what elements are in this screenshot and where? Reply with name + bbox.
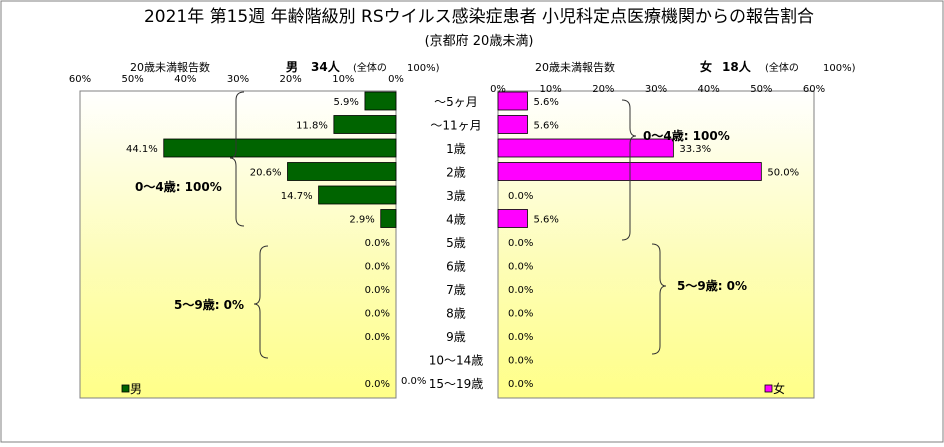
female-annotation-5-9: 5～9歳: 0% bbox=[677, 278, 747, 293]
male-value-label: 11.8% bbox=[296, 121, 328, 132]
age-group-label: 5歳 bbox=[446, 236, 466, 250]
male-legend-swatch bbox=[121, 384, 130, 393]
male-value-label: 5.9% bbox=[334, 97, 359, 108]
male-bar bbox=[318, 185, 397, 205]
age-group-label: 2歳 bbox=[446, 166, 466, 180]
female-value-label: 0.0% bbox=[508, 309, 533, 320]
female-bar bbox=[497, 91, 528, 111]
brace-group bbox=[229, 91, 667, 359]
female-value-label: 0.0% bbox=[508, 191, 533, 202]
male-bar bbox=[380, 209, 397, 228]
male-value-label: 20.6% bbox=[250, 168, 282, 179]
male-value-label: 0.0% bbox=[365, 262, 390, 273]
female-value-label: 0.0% bbox=[508, 332, 533, 343]
female-value-labels: 5.6% 5.6% 33.3% 50.0% 0.0% 5.6% 0.0% 0.0% 0.0% 0.… bbox=[508, 97, 799, 390]
age-group-label: ～5ヶ月 bbox=[434, 95, 478, 109]
male-value-label: 0.0% bbox=[365, 309, 390, 320]
female-value-label: 0.0% bbox=[508, 379, 533, 390]
male-value-label: 0.0% bbox=[365, 332, 390, 343]
age-group-label: 4歳 bbox=[446, 213, 466, 227]
age-group-label: 9歳 bbox=[446, 330, 466, 344]
male-bars bbox=[163, 91, 397, 228]
female-value-label: 5.6% bbox=[533, 121, 558, 132]
male-axis-ticks: 60% 50% 40% 30% 20% 10% 0% bbox=[69, 74, 404, 85]
age-category-labels: ～5ヶ月 ～11ヶ月 1歳 2歳 3歳 4歳 5歳 6歳 7歳 8歳 9歳 10～14歳 15～19歳 bbox=[429, 95, 484, 391]
male-value-labels: 5.9% 11.8% 44.1% 20.6% 14.7% 2.9% 0.0% 0.0% 0.0%… bbox=[126, 97, 426, 390]
female-tick-label: 30% bbox=[645, 84, 667, 95]
male-value-label: 0.0% bbox=[401, 376, 426, 387]
female-value-label: 50.0% bbox=[767, 168, 799, 179]
male-header-count: 34人 bbox=[311, 59, 341, 74]
female-header-label: 20歳未満報告数 bbox=[535, 61, 615, 74]
male-brace-5-9 bbox=[253, 245, 269, 359]
female-tick-label: 60% bbox=[803, 84, 825, 95]
female-value-label: 0.0% bbox=[508, 238, 533, 249]
male-tick-label: 30% bbox=[227, 74, 249, 85]
female-value-label: 0.0% bbox=[508, 262, 533, 273]
female-tick-label: 10% bbox=[540, 84, 562, 95]
male-tick-label: 40% bbox=[174, 74, 196, 85]
male-brace-0-4 bbox=[229, 91, 245, 227]
male-value-label: 0.0% bbox=[365, 238, 390, 249]
female-bar bbox=[497, 209, 528, 228]
female-tick-label: 0% bbox=[490, 84, 506, 95]
male-annotation-0-4: 0～4歳: 100% bbox=[135, 179, 222, 194]
male-header-total: (全体の bbox=[353, 61, 387, 74]
chart-title: 2021年 第15週 年齢階級別 RSウイルス感染症患者 小児科定点医療機関から… bbox=[144, 7, 814, 27]
male-tick-label: 0% bbox=[388, 74, 404, 85]
female-tick-label: 50% bbox=[750, 84, 772, 95]
male-annotation-5-9: 5～9歳: 0% bbox=[174, 297, 244, 312]
age-group-label: 15～19歳 bbox=[429, 377, 484, 391]
female-value-label: 0.0% bbox=[508, 285, 533, 296]
chart-subtitle: (京都府 20歳未満) bbox=[425, 34, 534, 49]
male-tick-label: 20% bbox=[280, 74, 302, 85]
female-value-label: 5.6% bbox=[533, 215, 558, 226]
male-value-label: 14.7% bbox=[281, 191, 313, 202]
male-plot-area bbox=[79, 90, 397, 399]
age-group-label: 7歳 bbox=[446, 283, 466, 297]
male-value-label: 2.9% bbox=[349, 215, 374, 226]
male-tick-label: 60% bbox=[69, 74, 91, 85]
age-group-label: 3歳 bbox=[446, 189, 466, 203]
male-tick-label: 10% bbox=[332, 74, 354, 85]
male-header-label: 20歳未満報告数 bbox=[130, 61, 210, 74]
age-group-label: ～11ヶ月 bbox=[430, 119, 481, 133]
age-group-label: 1歳 bbox=[446, 142, 466, 156]
female-tick-label: 20% bbox=[592, 84, 614, 95]
female-value-label: 33.3% bbox=[679, 144, 711, 155]
male-bar bbox=[364, 91, 397, 111]
female-annotation-0-4: 0～4歳: 100% bbox=[643, 128, 730, 143]
female-header-total: (全体の bbox=[765, 61, 799, 74]
male-legend-label: 男 bbox=[130, 382, 142, 396]
female-header-total-pct: 100%) bbox=[823, 63, 856, 74]
age-group-label: 8歳 bbox=[446, 307, 466, 321]
male-header-total-pct: 100%) bbox=[407, 63, 440, 74]
male-header-sex: 男 bbox=[286, 60, 298, 74]
male-bar bbox=[333, 115, 397, 134]
female-value-label: 0.0% bbox=[508, 356, 533, 367]
female-legend-label: 女 bbox=[773, 381, 785, 396]
male-value-label: 0.0% bbox=[365, 285, 390, 296]
male-tick-label: 50% bbox=[122, 74, 144, 85]
female-header-count: 18人 bbox=[722, 59, 752, 74]
female-legend-swatch bbox=[764, 384, 773, 393]
male-value-label: 0.0% bbox=[365, 379, 390, 390]
age-group-label: 6歳 bbox=[446, 260, 466, 274]
male-value-label: 44.1% bbox=[126, 144, 158, 155]
male-bar bbox=[163, 138, 397, 158]
female-brace-5-9 bbox=[651, 243, 667, 355]
female-brace-0-4 bbox=[621, 99, 637, 241]
male-bar bbox=[287, 162, 397, 181]
female-header-sex: 女 bbox=[700, 59, 712, 74]
female-value-label: 5.6% bbox=[533, 97, 558, 108]
female-bar bbox=[497, 115, 528, 134]
female-tick-label: 40% bbox=[698, 84, 720, 95]
age-group-label: 10～14歳 bbox=[429, 354, 484, 368]
female-axis-ticks: 0% 10% 20% 30% 40% 50% 60% bbox=[490, 84, 825, 95]
